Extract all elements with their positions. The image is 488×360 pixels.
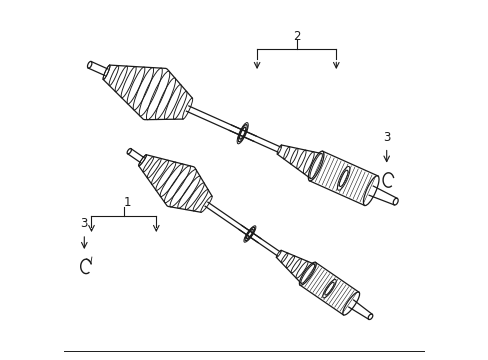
- Ellipse shape: [127, 149, 131, 154]
- Text: 1: 1: [123, 196, 131, 209]
- Text: 2: 2: [292, 30, 300, 43]
- Text: 3: 3: [81, 217, 88, 230]
- Ellipse shape: [87, 62, 92, 68]
- Text: 3: 3: [382, 131, 389, 144]
- Ellipse shape: [392, 198, 397, 205]
- Ellipse shape: [367, 314, 372, 320]
- Ellipse shape: [342, 292, 359, 315]
- Ellipse shape: [363, 176, 378, 206]
